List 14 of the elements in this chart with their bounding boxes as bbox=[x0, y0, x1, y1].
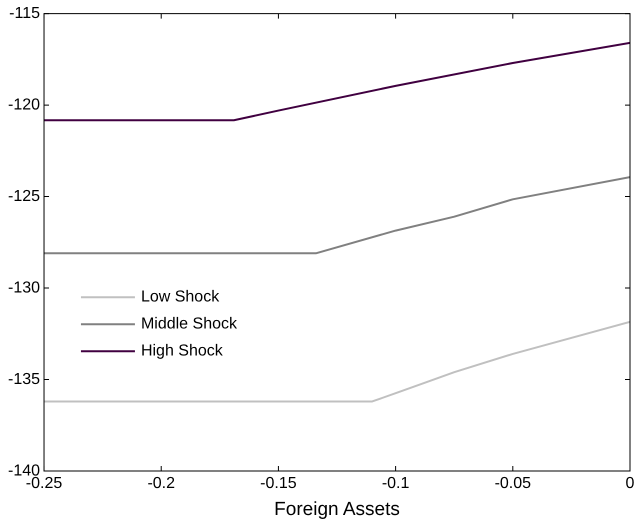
x-tick-label: -0.1 bbox=[382, 475, 410, 492]
x-axis-title: Foreign Assets bbox=[274, 498, 400, 520]
y-tick-label: -120 bbox=[8, 96, 40, 114]
y-tick-label: -125 bbox=[8, 188, 40, 205]
legend-label: Middle Shock bbox=[140, 316, 238, 333]
x-tick-label: -0.05 bbox=[494, 475, 532, 492]
y-tick-label: -115 bbox=[9, 5, 40, 22]
x-tick-label: -0.2 bbox=[147, 475, 176, 492]
legend-label: High Shock bbox=[140, 342, 224, 360]
y-tick-label: -130 bbox=[8, 279, 40, 296]
x-tick-label: 0 bbox=[626, 475, 635, 492]
x-tick-label: -0.15 bbox=[260, 475, 297, 492]
y-tick-label: -135 bbox=[8, 370, 40, 388]
legend-label: Low Shock bbox=[140, 288, 220, 306]
